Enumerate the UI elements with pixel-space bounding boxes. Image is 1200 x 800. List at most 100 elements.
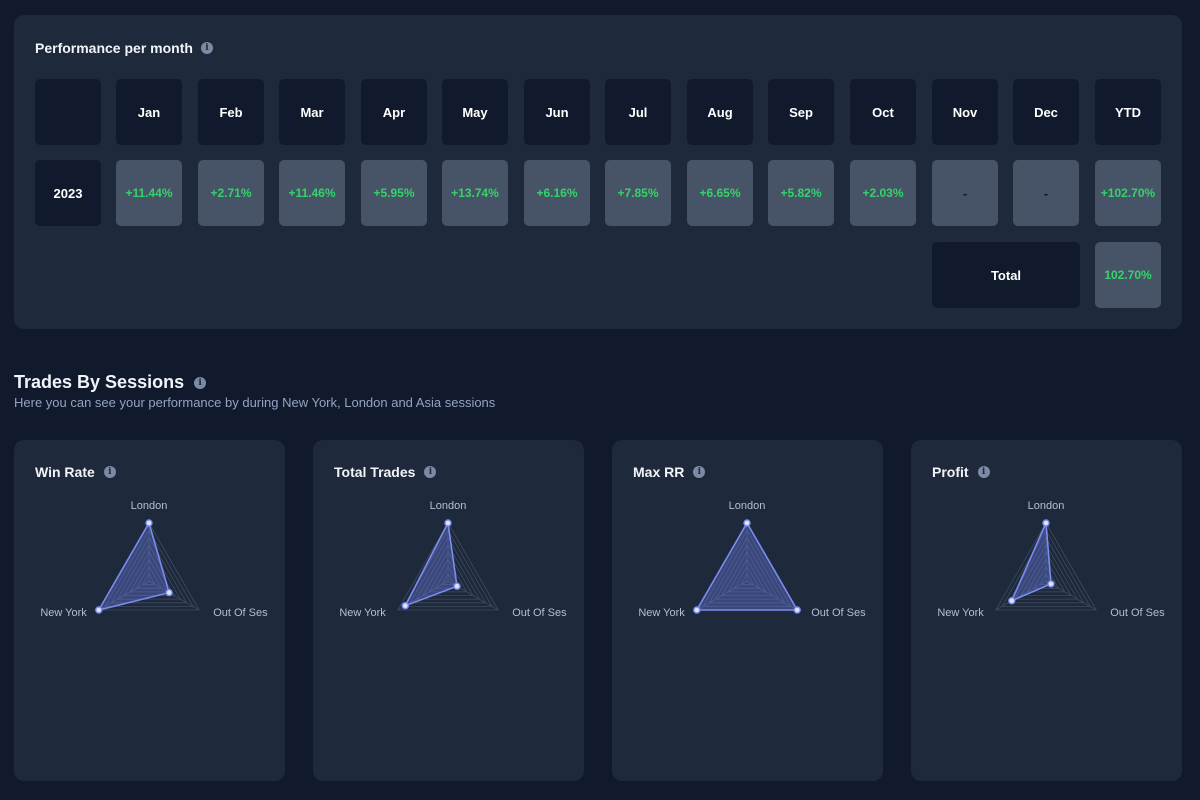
radar-point-london[interactable] (444, 519, 452, 527)
radar-spoke (995, 580, 1047, 611)
radar-grid-ring (104, 529, 194, 607)
sessions-title: Trades By Sessions i (14, 372, 207, 393)
month-header-jun: Jun (524, 79, 590, 145)
info-icon[interactable]: i (424, 466, 437, 478)
radar-grid-ring (708, 536, 786, 604)
radar-grid-ring (1039, 573, 1053, 586)
radar-series-area (695, 521, 799, 611)
radar-axis-label: London (131, 500, 168, 512)
month-header-nov: Nov (932, 79, 998, 145)
radar-series-area (1010, 522, 1052, 603)
total-value: 102.70% (1095, 242, 1161, 308)
radar-grid-ring (123, 551, 175, 596)
performance-title-text: Performance per month (35, 40, 193, 56)
radar-spoke (1045, 580, 1097, 611)
month-header-aug: Aug (687, 79, 753, 145)
radar-point-london[interactable] (743, 519, 751, 527)
radar-card-title-text: Max RR (633, 464, 685, 480)
month-value-jun: +6.16% (524, 160, 590, 226)
info-icon[interactable]: i (977, 466, 990, 478)
radar-axis-label: New York (339, 607, 386, 619)
radar-card-title-text: Profit (932, 464, 969, 480)
radar-grid-ring (422, 551, 474, 596)
corner-cell (35, 79, 101, 145)
radar-grid-ring (403, 529, 493, 607)
month-value-nov: - (932, 160, 998, 226)
info-icon[interactable]: i (200, 42, 213, 54)
radar-point-new-york[interactable] (693, 606, 701, 614)
month-header-may: May (442, 79, 508, 145)
radar-axis-label: New York (638, 607, 685, 619)
radar-series-area (403, 520, 458, 608)
month-value-apr: +5.95% (361, 160, 427, 226)
month-value-jan: +11.44% (116, 160, 182, 226)
total-label: Total (932, 242, 1080, 308)
radar-grid-ring (1020, 551, 1072, 596)
radar-grid-ring (714, 544, 780, 600)
year-label: 2023 (35, 160, 101, 226)
info-icon[interactable]: i (194, 376, 207, 389)
radar-grid-ring (441, 573, 455, 586)
radar-chart: London Out Of Ses New York (40, 500, 268, 619)
radar-card-profit: Profit i London Out Of Ses New York (911, 440, 1182, 781)
radar-grid-ring (142, 573, 156, 586)
radar-series-area (97, 520, 171, 612)
radar-grid-ring (1026, 558, 1066, 593)
radar-axis-label: Out Of Ses (512, 607, 567, 619)
radar-grid-ring (733, 565, 761, 589)
radar-chart: London Out Of Ses New York (339, 500, 567, 619)
month-value-feb: +2.71% (198, 160, 264, 226)
radar-grid-ring (135, 565, 163, 589)
radar-grid-ring (1007, 536, 1085, 604)
month-value-mar: +11.46% (279, 160, 345, 226)
month-header-mar: Mar (279, 79, 345, 145)
radar-axis-label: Out Of Ses (1110, 607, 1165, 619)
month-header-jan: Jan (116, 79, 182, 145)
radar-card-title: Total Trades i (334, 464, 437, 480)
info-icon[interactable]: i (103, 466, 116, 478)
radar-grid-ring (995, 522, 1097, 611)
radar-point-new-york[interactable] (1008, 596, 1016, 605)
radar-chart: London Out Of Ses New York (937, 500, 1165, 619)
radar-spoke (746, 580, 798, 611)
radar-axis-label: New York (40, 607, 87, 619)
radar-point-out-of-session[interactable] (453, 582, 461, 590)
radar-grid-ring (129, 558, 169, 593)
radar-grid-ring (415, 544, 481, 600)
radar-point-out-of-session[interactable] (1047, 580, 1055, 588)
radar-axis-label: Out Of Ses (811, 607, 866, 619)
month-value-aug: +6.65% (687, 160, 753, 226)
radar-card-title-text: Win Rate (35, 464, 95, 480)
performance-title: Performance per month i (35, 40, 213, 56)
month-value-jul: +7.85% (605, 160, 671, 226)
info-icon[interactable]: i (693, 466, 706, 478)
radar-grid-ring (110, 536, 188, 604)
month-header-feb: Feb (198, 79, 264, 145)
radar-point-london[interactable] (145, 519, 153, 527)
radar-point-out-of-session[interactable] (793, 606, 801, 614)
radar-card-max-rr: Max RR i London Out Of Ses New York (612, 440, 883, 781)
radar-grid-ring (721, 551, 773, 596)
radar-point-out-of-session[interactable] (165, 588, 173, 597)
radar-grid-ring (1013, 544, 1079, 600)
radar-card-title: Max RR i (633, 464, 706, 480)
radar-point-london[interactable] (1042, 519, 1050, 527)
radar-card-win-rate: Win Rate i London Out Of Ses New York (14, 440, 285, 781)
month-header-apr: Apr (361, 79, 427, 145)
radar-point-new-york[interactable] (95, 606, 103, 614)
radar-axis-label: London (729, 500, 766, 512)
month-header-oct: Oct (850, 79, 916, 145)
radar-grid-ring (428, 558, 468, 593)
radar-grid-ring (740, 573, 754, 586)
radar-card-title-text: Total Trades (334, 464, 416, 480)
radar-axis-label: London (430, 500, 467, 512)
month-value-may: +13.74% (442, 160, 508, 226)
radar-axis-label: London (1028, 500, 1065, 512)
radar-card-total-trades: Total Trades i London Out Of Ses New York (313, 440, 584, 781)
sessions-title-text: Trades By Sessions (14, 372, 185, 392)
month-header-sep: Sep (768, 79, 834, 145)
radar-chart: London Out Of Ses New York (638, 500, 866, 619)
radar-grid-ring (1032, 565, 1060, 589)
radar-grid-ring (727, 558, 767, 593)
radar-point-new-york[interactable] (401, 601, 410, 610)
